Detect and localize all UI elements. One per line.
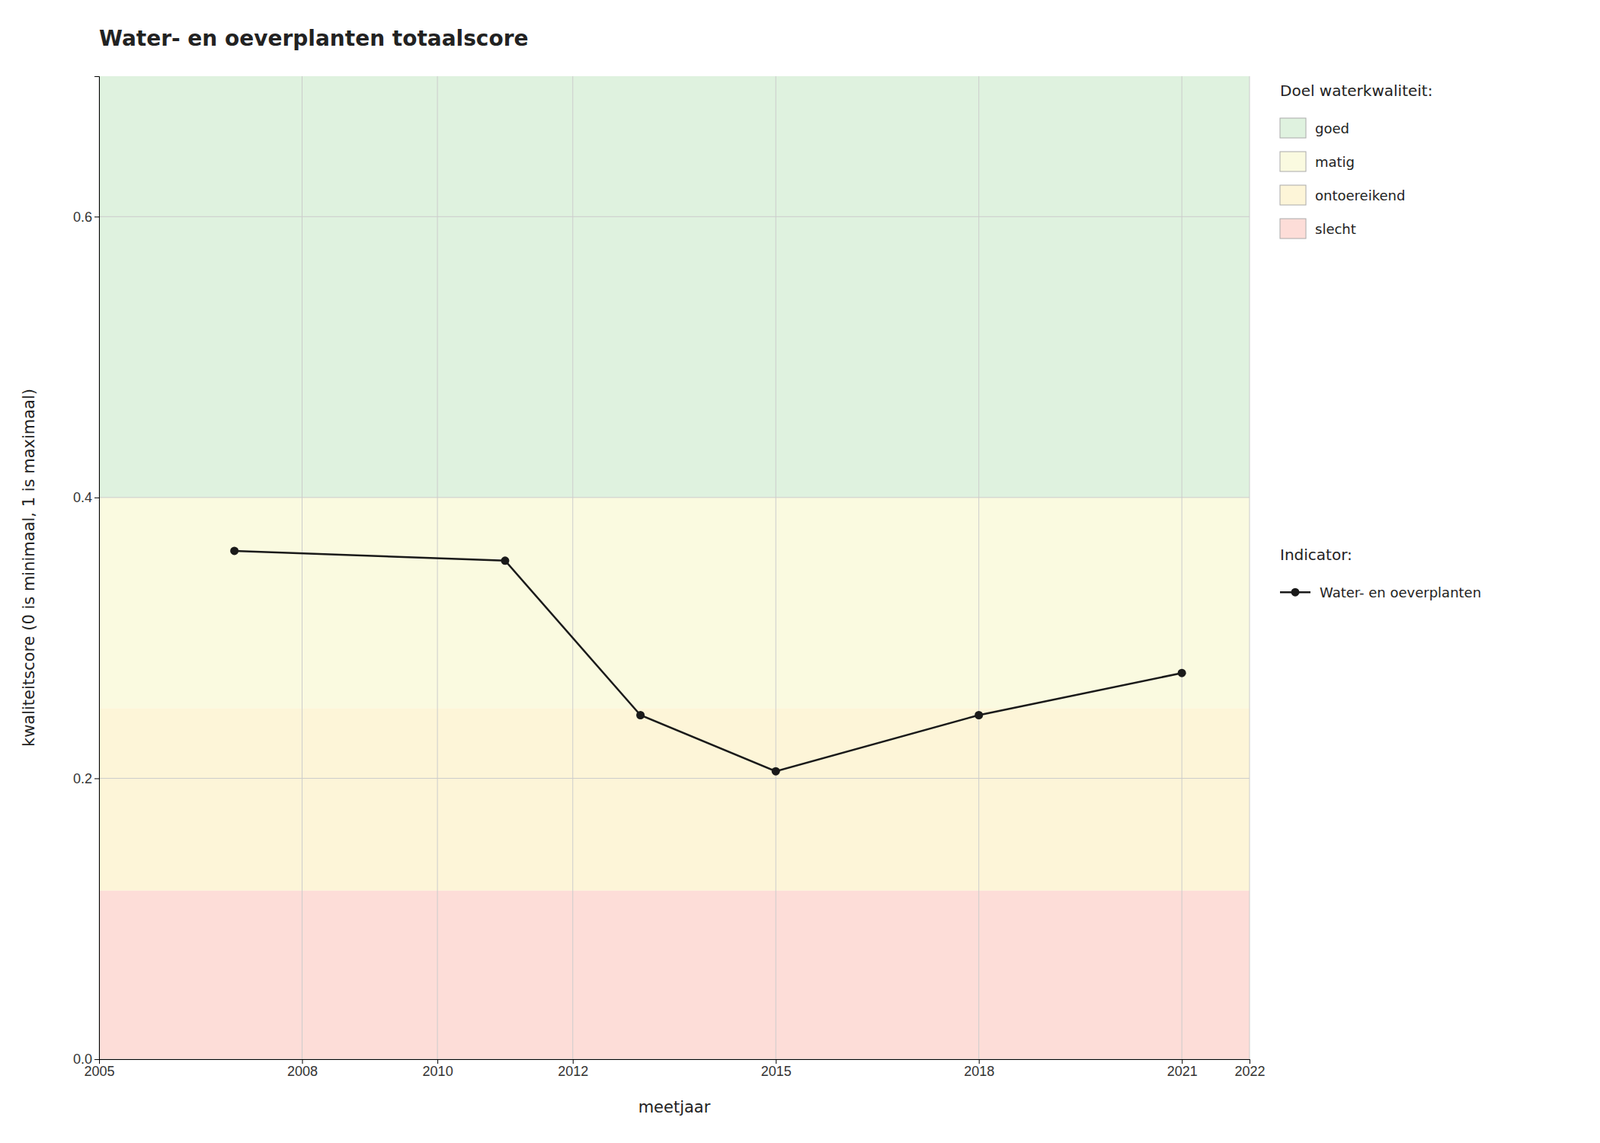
legend-label: ontoereikend — [1315, 187, 1405, 204]
y-tick-label: 0.4 — [73, 489, 93, 506]
y-tick-label: 0.6 — [73, 209, 93, 225]
x-tick: 2021 — [1167, 1059, 1198, 1079]
series-point — [974, 710, 983, 720]
zone — [99, 890, 1250, 1060]
legend-label: slecht — [1315, 220, 1357, 237]
y-tick-label: 0.0 — [73, 1051, 93, 1067]
legend-swatch — [1280, 185, 1306, 205]
series-point — [636, 710, 645, 720]
legend-title: Doel waterkwaliteit: — [1280, 81, 1433, 100]
x-tick-label: 2021 — [1167, 1063, 1198, 1079]
x-tick: 2010 — [422, 1059, 454, 1079]
x-tick: 2008 — [287, 1059, 318, 1079]
x-tick-label: 2010 — [422, 1063, 454, 1079]
legend-label: matig — [1315, 153, 1355, 170]
x-grid-line — [572, 76, 573, 1060]
grid — [99, 76, 1250, 1060]
zone — [99, 707, 1250, 891]
x-tick-label: 2015 — [761, 1063, 792, 1079]
series-point — [771, 767, 781, 776]
y-tick: 0.0 — [73, 1051, 100, 1067]
x-axis-line — [99, 1059, 1251, 1065]
legend-swatch — [1280, 118, 1306, 138]
legend-swatch — [1280, 218, 1306, 239]
legend-label: goed — [1315, 120, 1350, 137]
x-grid-line — [978, 76, 980, 1060]
y-tick-mark — [94, 497, 100, 499]
y-tick-mark — [94, 777, 100, 779]
x-grid-line — [1249, 76, 1251, 1060]
x-grid-line — [437, 76, 439, 1060]
x-tick-label: 2008 — [287, 1063, 318, 1079]
x-grid-line — [775, 76, 777, 1060]
series-point — [500, 556, 509, 565]
series-line — [234, 550, 1183, 772]
y-axis-title: kwaliteitscore (0 is minimaal, 1 is maxi… — [19, 388, 39, 747]
series-point — [1177, 668, 1187, 678]
zones — [99, 76, 1250, 1060]
y-axis: 0.0 0.2 0.4 0.6 — [73, 76, 100, 1068]
y-tick: 0.4 — [73, 489, 100, 506]
chart: Water- en oeverplanten totaalscore200520… — [0, 0, 1600, 1143]
y-grid-line — [99, 216, 1250, 218]
y-tick-label: 0.2 — [73, 771, 93, 787]
y-tick-mark — [94, 1059, 100, 1060]
x-tick-label: 2018 — [963, 1063, 995, 1079]
y-tick-mark — [94, 216, 100, 218]
x-tick: 2012 — [557, 1059, 589, 1079]
x-grid-line — [301, 76, 303, 1060]
x-tick-label: 2012 — [557, 1063, 589, 1079]
x-axis: 20052008201020122015201820212022 — [83, 1059, 1265, 1079]
zone — [99, 76, 1250, 498]
x-tick: 2018 — [963, 1059, 995, 1079]
legend-label: Water- en oeverplanten — [1319, 584, 1482, 601]
y-axis-line — [94, 76, 100, 1060]
y-tick: 0.6 — [73, 209, 100, 225]
x-axis-title: meetjaar — [638, 1097, 711, 1117]
title: Water- en oeverplanten totaalscore — [99, 25, 529, 52]
zone — [99, 497, 1250, 708]
legend-marker — [1291, 588, 1300, 597]
series-point — [230, 546, 239, 555]
x-tick: 2015 — [761, 1059, 792, 1079]
data — [230, 546, 1187, 775]
legend-title: Indicator: — [1280, 545, 1353, 564]
series-legend: Indicator: Water- en oeverplanten — [1280, 545, 1482, 601]
x-grid-line — [1181, 76, 1183, 1060]
plot: 200520082010201220152018202120220.00.20.… — [73, 76, 1266, 1079]
y-tick: 0.2 — [73, 771, 100, 787]
x-tick-label: 2022 — [1234, 1063, 1265, 1079]
zone-legend: Doel waterkwaliteit: goed matig ontoereiken… — [1280, 81, 1433, 239]
legend-swatch — [1280, 151, 1306, 172]
x-tick: 2022 — [1234, 1059, 1265, 1079]
y-grid-line — [99, 496, 1250, 498]
y-grid-line — [99, 777, 1250, 779]
